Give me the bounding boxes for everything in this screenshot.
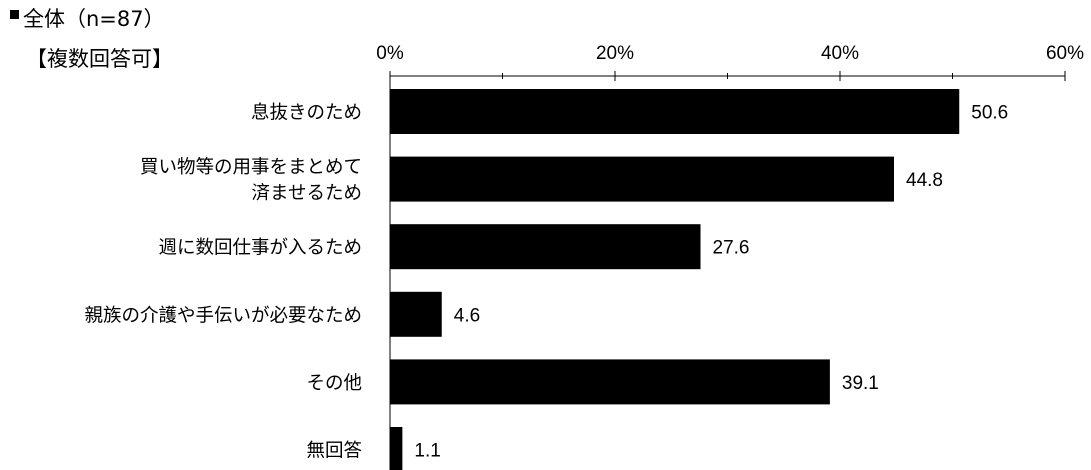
legend-swatch-icon — [10, 10, 19, 19]
x-tick-label: 20% — [596, 43, 634, 64]
bar — [390, 427, 403, 470]
data-label: 4.6 — [454, 305, 480, 326]
x-axis: 0% 20% 40% 60% — [376, 43, 1084, 470]
data-label: 1.1 — [414, 441, 440, 462]
category-label: 親族の介護や手伝いが必要なため — [84, 305, 362, 326]
data-label: 27.6 — [713, 238, 750, 259]
bar — [390, 291, 442, 337]
multiple-answer-note: 【複数回答可】 — [26, 47, 173, 71]
legend: 全体（n=87） — [10, 6, 165, 32]
category-label: 週に数回仕事が入るため — [158, 238, 362, 259]
bar — [390, 359, 830, 405]
category-label: 無回答 — [306, 441, 362, 462]
data-label: 39.1 — [842, 373, 879, 394]
bar — [390, 224, 701, 270]
category-label: その他 — [306, 373, 362, 394]
x-tick-label: 0% — [376, 43, 404, 64]
data-label: 50.6 — [971, 103, 1008, 124]
category-label: 買い物等の用事をまとめて — [140, 157, 362, 178]
bars — [390, 89, 960, 470]
category-label: 息抜きのため — [251, 103, 362, 124]
legend-label: 全体（n=87） — [23, 7, 165, 31]
x-tick-label: 60% — [1046, 43, 1084, 64]
x-tick-label: 40% — [821, 43, 859, 64]
category-label: 済ませるため — [252, 183, 362, 204]
bar — [390, 156, 894, 202]
data-label: 44.8 — [906, 170, 943, 191]
bar — [390, 89, 960, 134]
